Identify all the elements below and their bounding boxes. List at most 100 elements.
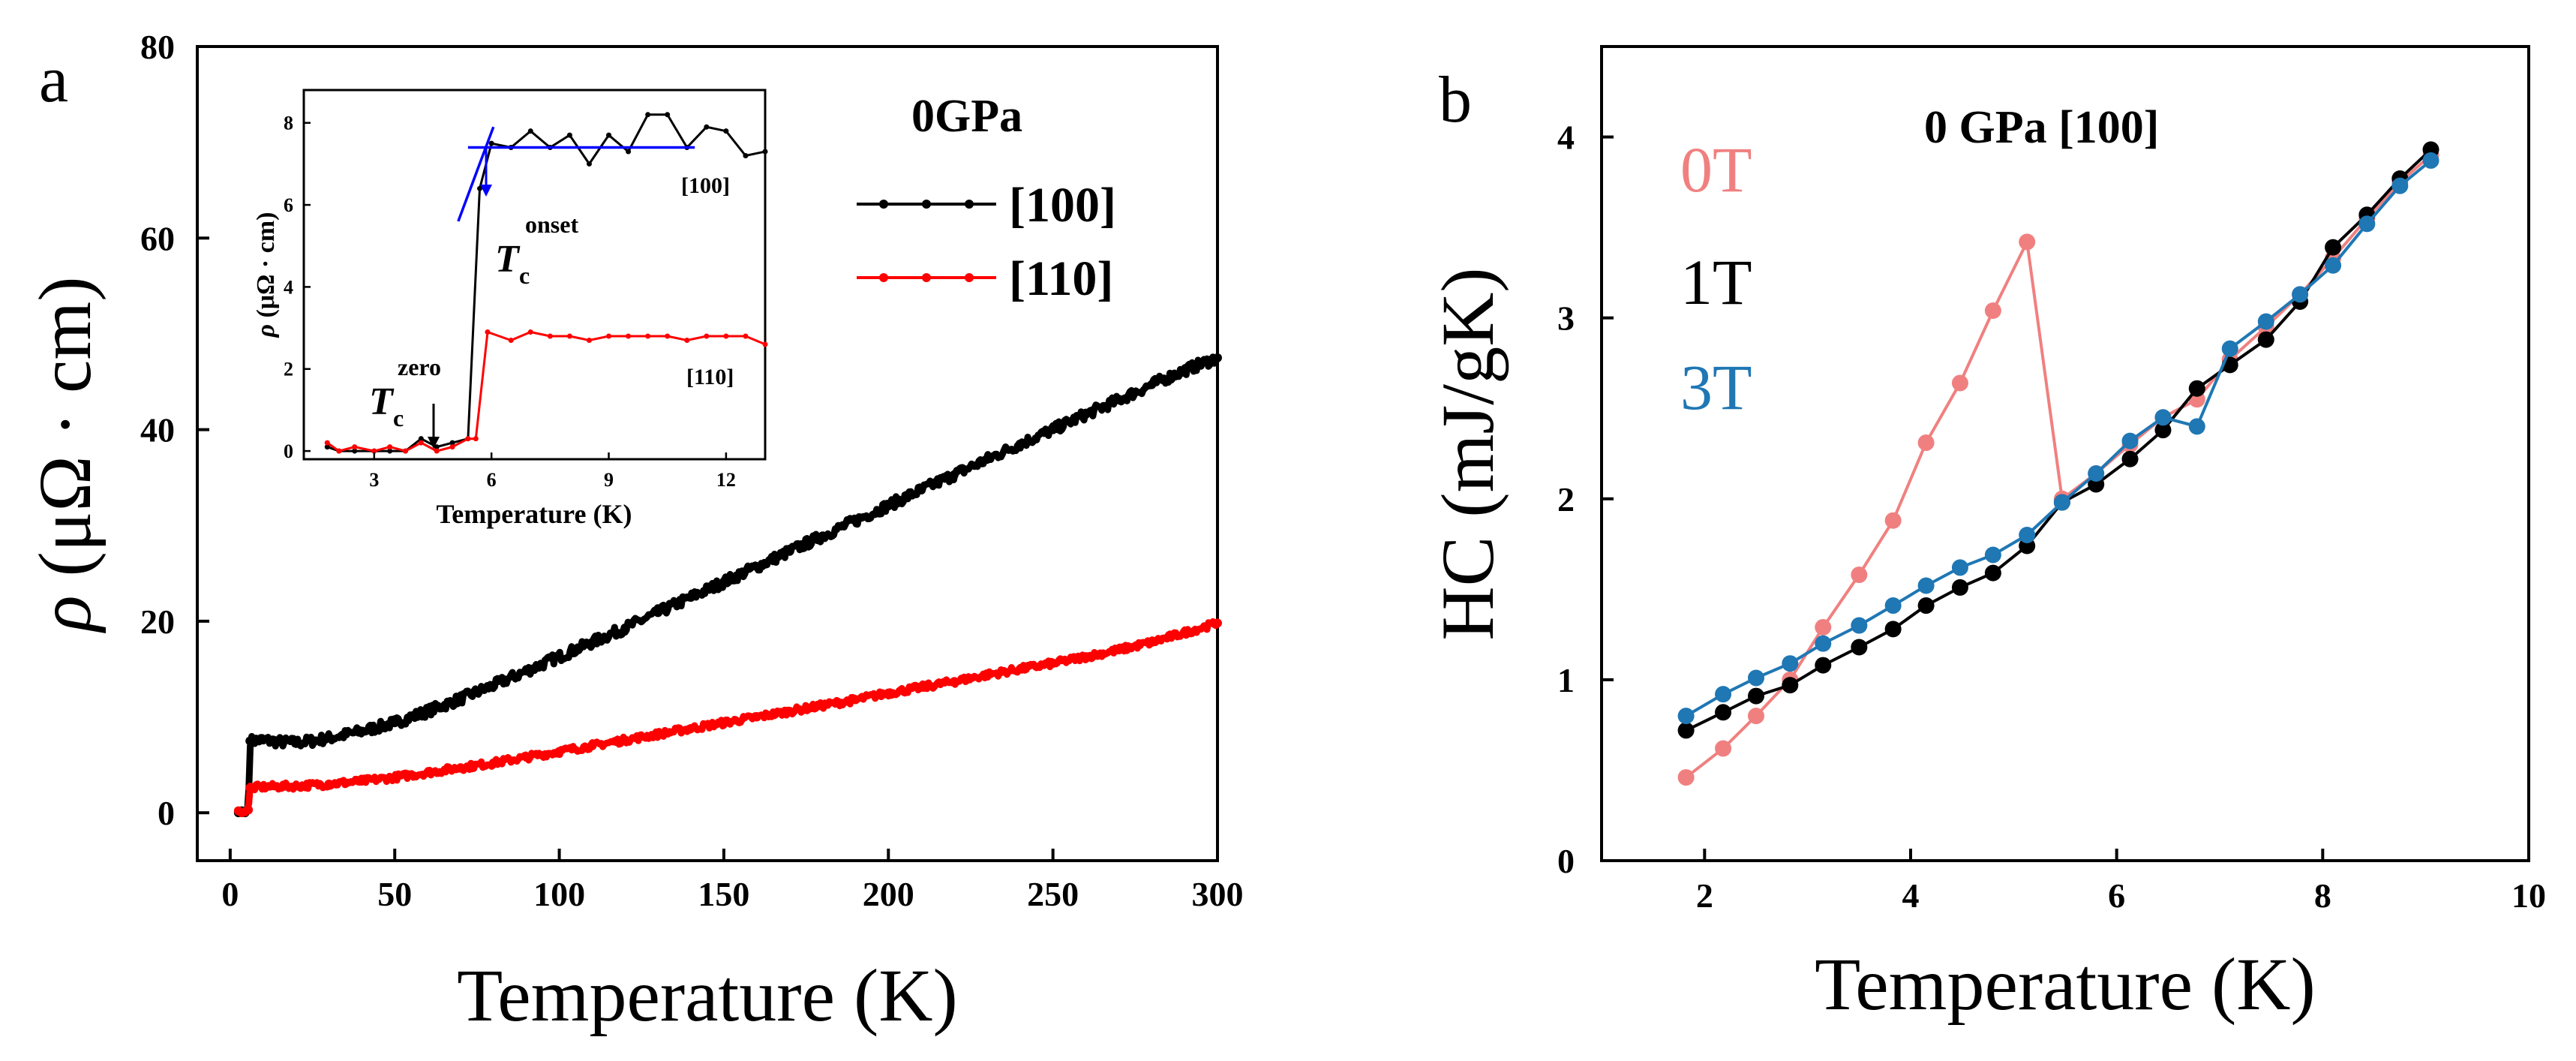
panel-b-letter: b bbox=[1439, 64, 1472, 137]
point-0T-2 bbox=[1748, 708, 1764, 725]
panel-b-x-axis-title: Temperature (K) bbox=[1815, 942, 2316, 1026]
legend-marker-100-left bbox=[879, 200, 888, 209]
point-100-15 bbox=[521, 666, 531, 676]
inset-point-100-23 bbox=[723, 128, 729, 134]
point-0T-5 bbox=[1851, 567, 1868, 584]
point-110-12 bbox=[488, 758, 498, 768]
panel-a-pressure-label: 0GPa bbox=[911, 91, 1022, 142]
point-3T-11 bbox=[2053, 494, 2070, 511]
tc-zero-main: T bbox=[369, 380, 395, 423]
point-1T-9 bbox=[1984, 564, 2001, 582]
point-110-23 bbox=[851, 695, 860, 705]
point-100-4 bbox=[245, 736, 255, 746]
panel-a-x-tick-label-50: 50 bbox=[377, 875, 412, 913]
point-1T-0 bbox=[1677, 722, 1695, 739]
point-100-12 bbox=[423, 706, 433, 716]
panel-b-title: 0 GPa [100] bbox=[1924, 102, 2159, 153]
inset-point-100-17 bbox=[606, 132, 612, 138]
inset-point-100-8 bbox=[449, 440, 455, 446]
inset-point-110-15 bbox=[566, 333, 572, 339]
inset-point-110-21 bbox=[684, 337, 690, 343]
inset-x-tick-label-9: 9 bbox=[604, 469, 614, 491]
point-3T-16 bbox=[2221, 340, 2238, 357]
legend-marker-100-center bbox=[922, 200, 931, 209]
series-110 bbox=[233, 618, 1222, 818]
point-0T-0 bbox=[1677, 769, 1695, 786]
inset-point-100-22 bbox=[704, 124, 710, 130]
point-100-24 bbox=[818, 531, 827, 541]
inset-y-tick-label-0: 0 bbox=[284, 440, 293, 462]
point-3T-17 bbox=[2257, 313, 2274, 330]
point-3T-15 bbox=[2188, 418, 2205, 435]
inset-point-100-16 bbox=[586, 161, 592, 167]
point-110-22 bbox=[818, 701, 827, 711]
legend-label-110: [110] bbox=[1009, 251, 1113, 306]
panel-b-x-tick-label-4: 4 bbox=[1902, 876, 1920, 915]
point-100-19 bbox=[653, 608, 663, 618]
point-110-31 bbox=[1114, 645, 1124, 655]
inset-line-110 bbox=[326, 330, 766, 452]
point-0T-10 bbox=[2019, 233, 2036, 251]
series-110-trace bbox=[236, 618, 1220, 816]
inset-y-tick-label-4: 4 bbox=[284, 276, 293, 298]
panel-a-x-tick-label-100: 100 bbox=[533, 875, 585, 913]
point-100-9 bbox=[324, 733, 334, 743]
inset-point-110-12 bbox=[508, 337, 514, 343]
point-3T-4 bbox=[1815, 635, 1832, 652]
tc-onset-arrow-head bbox=[480, 185, 492, 197]
tc-zero-sub: c bbox=[393, 404, 404, 431]
tc-zero-label: T c zero bbox=[369, 353, 441, 431]
legend-label-0T: 0T bbox=[1680, 134, 1752, 206]
inset-x-tick-label-6: 6 bbox=[487, 469, 497, 491]
inset-y-tick-label-6: 6 bbox=[284, 194, 293, 216]
inset-point-110-2 bbox=[352, 444, 358, 450]
panel-a-y-tick-label-40: 40 bbox=[140, 411, 175, 449]
inset-point-110-14 bbox=[547, 333, 553, 339]
panel-b-x-tick-label-6: 6 bbox=[2108, 876, 2125, 915]
point-1T-14 bbox=[2154, 422, 2172, 439]
point-100-36 bbox=[1213, 353, 1222, 362]
point-3T-6 bbox=[1884, 597, 1902, 615]
point-100-30 bbox=[1015, 439, 1025, 449]
panel-b-x-tick-label-10: 10 bbox=[2511, 876, 2546, 915]
tc-zero-text: T bbox=[369, 380, 395, 423]
point-110-26 bbox=[950, 677, 959, 687]
inset-point-100-7 bbox=[434, 444, 440, 450]
inset-point-110-22 bbox=[704, 333, 710, 339]
point-3T-22 bbox=[2422, 152, 2439, 169]
point-100-25 bbox=[851, 515, 860, 525]
inset-label-100: [100] bbox=[681, 173, 730, 198]
inset-x-ticks: 3 6 9 12 bbox=[369, 452, 736, 491]
point-110-10 bbox=[423, 768, 433, 777]
point-110-4 bbox=[245, 783, 255, 792]
point-3T-3 bbox=[1782, 655, 1799, 672]
point-110-13 bbox=[521, 753, 531, 762]
inset-point-100-2 bbox=[352, 448, 358, 454]
inset-point-100-18 bbox=[626, 149, 632, 155]
inset-point-100-15 bbox=[566, 132, 572, 138]
inset-point-110-3 bbox=[371, 448, 377, 454]
panel-a-legend: [100] [110] bbox=[857, 178, 1116, 306]
inset-point-110-18 bbox=[626, 333, 632, 339]
panel-a-x-axis-title: Temperature (K) bbox=[457, 954, 958, 1037]
point-0T-4 bbox=[1815, 618, 1832, 636]
panel-a-y-axis-title: ρ (μΩ · cm) bbox=[23, 277, 107, 634]
inset-point-100-13 bbox=[527, 128, 533, 134]
point-110-28 bbox=[1015, 664, 1025, 674]
panel-b-series bbox=[1677, 141, 2439, 786]
point-110-8 bbox=[357, 777, 367, 786]
inset-point-110-11 bbox=[485, 329, 491, 335]
point-110-3 bbox=[244, 805, 253, 815]
panel-a-y-tick-label-60: 60 bbox=[140, 219, 175, 257]
point-100-31 bbox=[1048, 425, 1058, 434]
inset-point-100-10 bbox=[477, 185, 483, 191]
legend-label-3T: 3T bbox=[1680, 351, 1752, 423]
point-100-29 bbox=[982, 455, 992, 464]
panel-b: b 2 4 6 8 10 0 1 2 3 4 Temperature (K) HC (mJ/gK… bbox=[1426, 45, 2546, 1026]
panel-a-y-ticks: 0 20 40 60 80 bbox=[140, 28, 209, 832]
inset-plot-frame bbox=[302, 89, 767, 461]
panel-a-letter: a bbox=[39, 44, 68, 116]
panel-a-x-tick-label-300: 300 bbox=[1192, 875, 1244, 913]
inset-point-110-24 bbox=[743, 333, 749, 339]
